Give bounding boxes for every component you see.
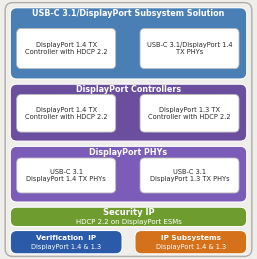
Text: DisplayPort PHYs: DisplayPort PHYs [89,148,168,156]
Text: HDCP 2.2 on DisplayPort ESMs: HDCP 2.2 on DisplayPort ESMs [76,219,181,225]
Text: Verification  IP: Verification IP [36,234,96,241]
Text: DisplayPort Controllers: DisplayPort Controllers [76,85,181,94]
Text: IP Subsystems: IP Subsystems [161,234,221,241]
Text: USB-C 3.1/DisplayPort Subsystem Solution: USB-C 3.1/DisplayPort Subsystem Solution [32,9,225,18]
FancyBboxPatch shape [140,28,239,69]
FancyBboxPatch shape [10,231,122,254]
Text: USB-C 3.1/DisplayPort 1.4
TX PHYs: USB-C 3.1/DisplayPort 1.4 TX PHYs [147,42,232,55]
FancyBboxPatch shape [17,158,116,193]
Text: USB-C 3.1
DisplayPort 1.4 TX PHYs: USB-C 3.1 DisplayPort 1.4 TX PHYs [26,169,106,182]
Text: Security IP: Security IP [103,208,154,217]
FancyBboxPatch shape [10,8,247,79]
FancyBboxPatch shape [17,28,116,69]
Text: DisplayPort 1.3 TX
Controller with HDCP 2.2: DisplayPort 1.3 TX Controller with HDCP … [148,106,231,120]
FancyBboxPatch shape [17,95,116,132]
FancyBboxPatch shape [5,3,252,256]
Text: DisplayPort 1.4 & 1.3: DisplayPort 1.4 & 1.3 [156,244,226,250]
Text: DisplayPort 1.4 & 1.3: DisplayPort 1.4 & 1.3 [31,244,101,250]
Text: USB-C 3.1
DisplayPort 1.3 TX PHYs: USB-C 3.1 DisplayPort 1.3 TX PHYs [150,169,229,182]
FancyBboxPatch shape [10,84,247,141]
FancyBboxPatch shape [135,231,247,254]
Text: DisplayPort 1.4 TX
Controller with HDCP 2.2: DisplayPort 1.4 TX Controller with HDCP … [25,106,107,120]
Text: DisplayPort 1.4 TX
Controller with HDCP 2.2: DisplayPort 1.4 TX Controller with HDCP … [25,42,107,55]
FancyBboxPatch shape [140,95,239,132]
FancyBboxPatch shape [10,146,247,202]
FancyBboxPatch shape [10,207,247,227]
FancyBboxPatch shape [140,158,239,193]
